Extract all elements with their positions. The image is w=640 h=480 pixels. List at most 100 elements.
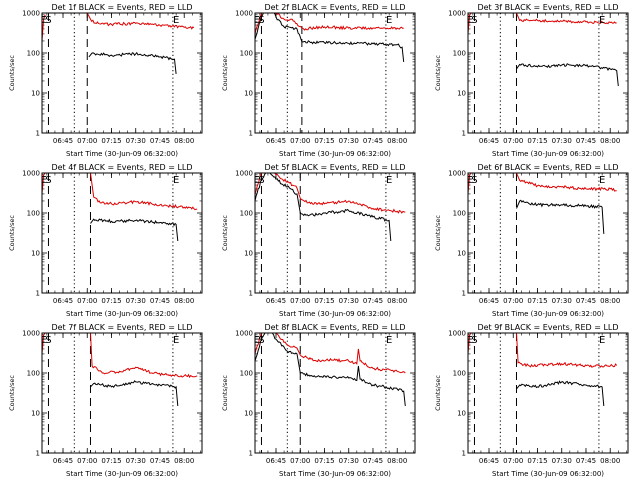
chart-6-x-tick-label: 07:00 — [503, 297, 523, 305]
chart-1-marker-S: S — [45, 15, 51, 26]
chart-4-marker-S: S — [45, 175, 51, 186]
chart-6-y-tick-label: 100 — [453, 210, 466, 218]
chart-6-x-tick-label: 06:45 — [479, 297, 499, 305]
chart-2-group: Det 2f BLACK = Events, RED = LLD Counts/s… — [221, 3, 416, 158]
chart-7-marker-E: E — [173, 335, 179, 346]
chart-1-x-tick-label: 08:00 — [174, 137, 194, 145]
chart-8-y-tick-label: 1000 — [235, 330, 253, 338]
chart-7-plot-frame — [41, 332, 203, 454]
chart-1-y-axis-label: Counts/sec — [8, 55, 16, 91]
chart-6-y-tick-label: 10 — [457, 250, 466, 258]
chart-7-lld-series-line — [42, 333, 46, 354]
chart-8-y-tick-label: 10 — [244, 410, 253, 418]
chart-7-y-tick-label: 1 — [36, 450, 40, 458]
chart-2-y-tick-label: 10 — [244, 90, 253, 98]
chart-1-y-tick-label: 10 — [31, 90, 40, 98]
chart-3-x-tick-label: 06:45 — [479, 137, 499, 145]
chart-6-title: Det 6f BLACK = Events, RED = LLD — [477, 163, 618, 172]
chart-1-x-tick-label: 07:45 — [150, 137, 170, 145]
chart-7-title: Det 7f BLACK = Events, RED = LLD — [51, 323, 192, 332]
chart-5-x-tick-label: 07:30 — [339, 297, 359, 305]
chart-2-x-tick-label: 07:30 — [339, 137, 359, 145]
chart-5-x-tick-label: 06:45 — [266, 297, 286, 305]
chart-1-lld-series-line — [86, 13, 195, 30]
chart-2-x-tick-label: 07:00 — [290, 137, 310, 145]
chart-1-marker-E: E — [173, 15, 179, 26]
chart-9-y-tick-label: 1 — [462, 450, 466, 458]
chart-6-y-tick-label: 1000 — [448, 170, 466, 178]
chart-8-events-series-line — [255, 333, 406, 407]
chart-4-x-tick-label: 06:45 — [53, 297, 73, 305]
chart-8-x-axis-label: Start Time (30-Jun-09 06:32:00) — [279, 470, 391, 478]
chart-3-lld-series-line — [516, 13, 617, 25]
chart-6-marker-S: S — [471, 175, 477, 186]
chart-6-x-tick-label: 07:45 — [576, 297, 596, 305]
chart-5-marker-E: E — [386, 175, 392, 186]
chart-1-y-tick-label: 1000 — [22, 10, 40, 18]
chart-3-y-tick-label: 1 — [462, 130, 466, 138]
chart-9-x-axis-label: Start Time (30-Jun-09 06:32:00) — [492, 470, 604, 478]
chart-4-marker-E: E — [173, 175, 179, 186]
chart-4-y-tick-label: 1 — [36, 290, 40, 298]
chart-6-x-tick-label: 07:30 — [552, 297, 572, 305]
chart-4-x-tick-label: 08:00 — [174, 297, 194, 305]
chart-2-y-tick-label: 100 — [240, 50, 253, 58]
chart-5-y-axis-label: Counts/sec — [221, 215, 229, 251]
chart-3-y-tick-label: 1000 — [448, 10, 466, 18]
chart-7-x-tick-label: 07:45 — [150, 457, 170, 465]
chart-7-x-tick-label: 07:00 — [77, 457, 97, 465]
chart-3-x-tick-label: 07:30 — [552, 137, 572, 145]
chart-9-x-tick-label: 06:45 — [479, 457, 499, 465]
chart-5-y-tick-label: 1000 — [235, 170, 253, 178]
chart-1-x-tick-label: 07:30 — [126, 137, 146, 145]
chart-3-x-axis-label: Start Time (30-Jun-09 06:32:00) — [492, 150, 604, 158]
chart-1-title: Det 1f BLACK = Events, RED = LLD — [51, 3, 192, 12]
chart-3-group: Det 3f BLACK = Events, RED = LLD Counts/s… — [434, 3, 629, 158]
chart-5-x-tick-label: 07:15 — [314, 297, 334, 305]
chart-8-group: Det 8f BLACK = Events, RED = LLD Counts/s… — [221, 323, 416, 478]
chart-3-x-tick-label: 07:15 — [527, 137, 547, 145]
chart-7-x-tick-label: 06:45 — [53, 457, 73, 465]
chart-5-plot-frame — [254, 172, 416, 294]
chart-1-lld-series-line — [42, 14, 46, 42]
chart-2-x-tick-label: 07:15 — [314, 137, 334, 145]
chart-8-y-tick-label: 1 — [249, 450, 253, 458]
chart-4-lld-series-line — [42, 173, 46, 194]
chart-4-lld-series-line — [90, 173, 198, 211]
chart-8-x-tick-label: 07:45 — [363, 457, 383, 465]
chart-1-y-tick-label: 100 — [27, 50, 40, 58]
chart-9-marker-E: E — [466, 335, 472, 346]
chart-9-y-tick-label: 100 — [453, 370, 466, 378]
chart-9-plot-frame — [467, 332, 629, 454]
chart-1-x-tick-label: 07:00 — [77, 137, 97, 145]
chart-8-lld-series-line — [255, 333, 406, 374]
chart-3-plot-frame — [467, 12, 629, 134]
chart-6-y-tick-label: 1 — [462, 290, 466, 298]
chart-6-lld-series-line — [468, 173, 472, 194]
chart-6-x-tick-label: 08:00 — [600, 297, 620, 305]
chart-5-marker-S: S — [258, 175, 264, 186]
chart-9-x-tick-label: 07:45 — [576, 457, 596, 465]
chart-9-x-tick-label: 07:15 — [527, 457, 547, 465]
chart-4-x-axis-label: Start Time (30-Jun-09 06:32:00) — [66, 310, 178, 318]
chart-2-events-series-line — [255, 13, 405, 62]
chart-3-x-tick-label: 07:45 — [576, 137, 596, 145]
chart-7-x-tick-label: 07:30 — [126, 457, 146, 465]
chart-4-x-tick-label: 07:45 — [150, 297, 170, 305]
chart-6-group: Det 6f BLACK = Events, RED = LLD Counts/s… — [434, 163, 629, 318]
chart-6-lld-series-line — [516, 173, 617, 192]
chart-7-group: Det 7f BLACK = Events, RED = LLD Counts/s… — [8, 323, 203, 478]
chart-1-group: Det 1f BLACK = Events, RED = LLD Counts/s… — [8, 3, 203, 158]
chart-7-events-series-line — [90, 380, 179, 407]
chart-1-events-series-line — [88, 51, 177, 74]
chart-4-events-series-line — [90, 218, 179, 242]
chart-2-y-tick-label: 1 — [249, 130, 253, 138]
chart-8-x-tick-label: 07:15 — [314, 457, 334, 465]
chart-1-plot-frame — [41, 12, 203, 134]
chart-9-marker-E: E — [599, 335, 605, 346]
chart-8-y-axis-label: Counts/sec — [221, 375, 229, 411]
chart-1-x-tick-label: 07:15 — [101, 137, 121, 145]
chart-7-marker-E: E — [40, 335, 46, 346]
chart-2-x-axis-label: Start Time (30-Jun-09 06:32:00) — [279, 150, 391, 158]
